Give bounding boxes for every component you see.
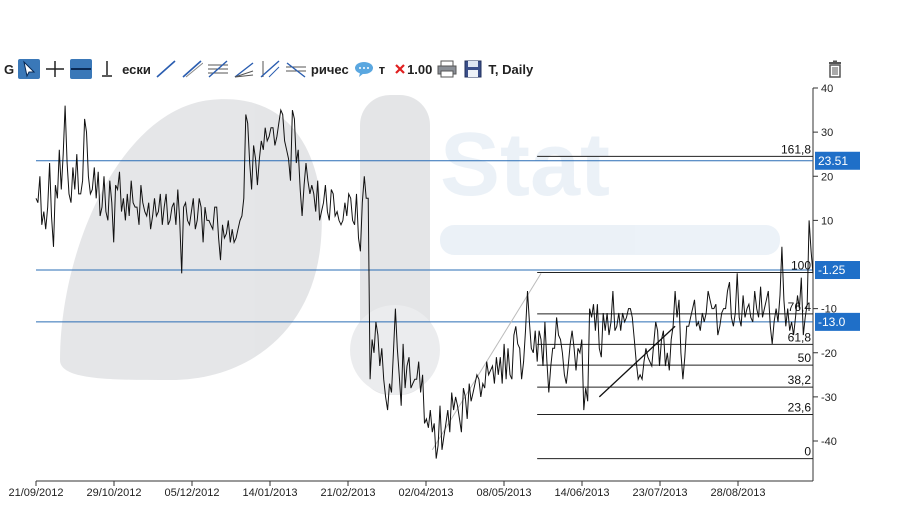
watermark: Stat	[60, 95, 780, 395]
y-tick-label: 10	[821, 215, 833, 227]
floppy-icon[interactable]	[462, 59, 484, 79]
x-tick-label: 02/04/2013	[398, 487, 453, 499]
toolbar-prefix: G	[4, 61, 15, 77]
fib-fan-icon[interactable]	[285, 59, 307, 79]
y-tick-label: -40	[821, 436, 837, 448]
y-tick-label: -20	[821, 348, 837, 360]
horizontal-lines[interactable]	[36, 160, 813, 323]
x-tick-label: 14/06/2013	[554, 487, 609, 499]
toolbar-text-2: ричес	[310, 61, 349, 77]
fib-level-label: 50	[798, 351, 812, 365]
line-width-value[interactable]: 1.00	[407, 61, 433, 77]
watermark-text: Stat	[440, 115, 610, 215]
x-axis: 21/09/2012 29/10/2012 05/12/2012 14/01/2013…	[8, 481, 766, 499]
y-tick-label: -10	[821, 304, 837, 316]
price-badge-label: 23.51	[818, 154, 848, 168]
printer-icon[interactable]	[436, 59, 458, 79]
x-tick-label: 21/09/2012	[8, 487, 63, 499]
fib-level-label: 161,8	[781, 142, 811, 156]
speech-bubble-icon[interactable]	[353, 59, 375, 79]
y-tick-label: 40	[821, 83, 833, 95]
y-axis: 40 30 20 10 -10 -20 -30 -40	[813, 83, 837, 448]
price-series-line	[35, 105, 814, 459]
fib-level-label: 38,2	[788, 373, 812, 387]
symbol-label: T, Daily	[488, 61, 534, 77]
price-badges: 23.51 -1.25 -13.0	[815, 151, 860, 331]
vertical-line-icon[interactable]	[96, 59, 118, 79]
red-x-icon[interactable]	[389, 59, 405, 79]
fib-level-label: 0	[804, 445, 811, 459]
x-tick-label: 29/10/2012	[86, 487, 141, 499]
toolbar-text-1: ески	[122, 61, 151, 77]
x-tick-label: 05/12/2012	[164, 487, 219, 499]
trend-line-icon[interactable]	[155, 59, 177, 79]
y-tick-label: 20	[821, 171, 833, 183]
price-badge-label: -1.25	[818, 263, 846, 277]
ray-line-icon[interactable]	[181, 59, 204, 79]
horizontal-line-icon[interactable]	[70, 59, 93, 79]
price-badge-label: -13.0	[818, 315, 846, 329]
trash-icon[interactable]	[826, 60, 844, 78]
fib-level-label: 61,8	[788, 330, 812, 344]
channel-icon[interactable]	[207, 59, 229, 79]
fib-level-label: 23,6	[788, 401, 812, 415]
price-badge	[815, 312, 860, 331]
y-tick-label: -30	[821, 392, 837, 404]
gann-icon[interactable]	[259, 59, 281, 79]
price-badge	[815, 151, 860, 170]
trend-lines[interactable]	[431, 273, 676, 451]
x-tick-label: 14/01/2013	[242, 487, 297, 499]
cursor-icon[interactable]	[18, 59, 41, 79]
x-tick-label: 08/05/2013	[476, 487, 531, 499]
crosshair-icon[interactable]	[44, 59, 66, 79]
toolbar: G ески ричес т 1.00 T, Daily	[4, 58, 824, 80]
trend-line	[598, 325, 676, 398]
price-badge	[815, 261, 860, 280]
fib-level-label: 100	[791, 258, 811, 272]
toolbar-text-3: т	[378, 61, 386, 77]
y-tick-label: 30	[821, 127, 833, 139]
x-tick-label: 21/02/2013	[320, 487, 375, 499]
x-tick-label: 28/08/2013	[710, 487, 765, 499]
fan-icon[interactable]	[233, 59, 255, 79]
x-tick-label: 23/07/2013	[632, 487, 687, 499]
